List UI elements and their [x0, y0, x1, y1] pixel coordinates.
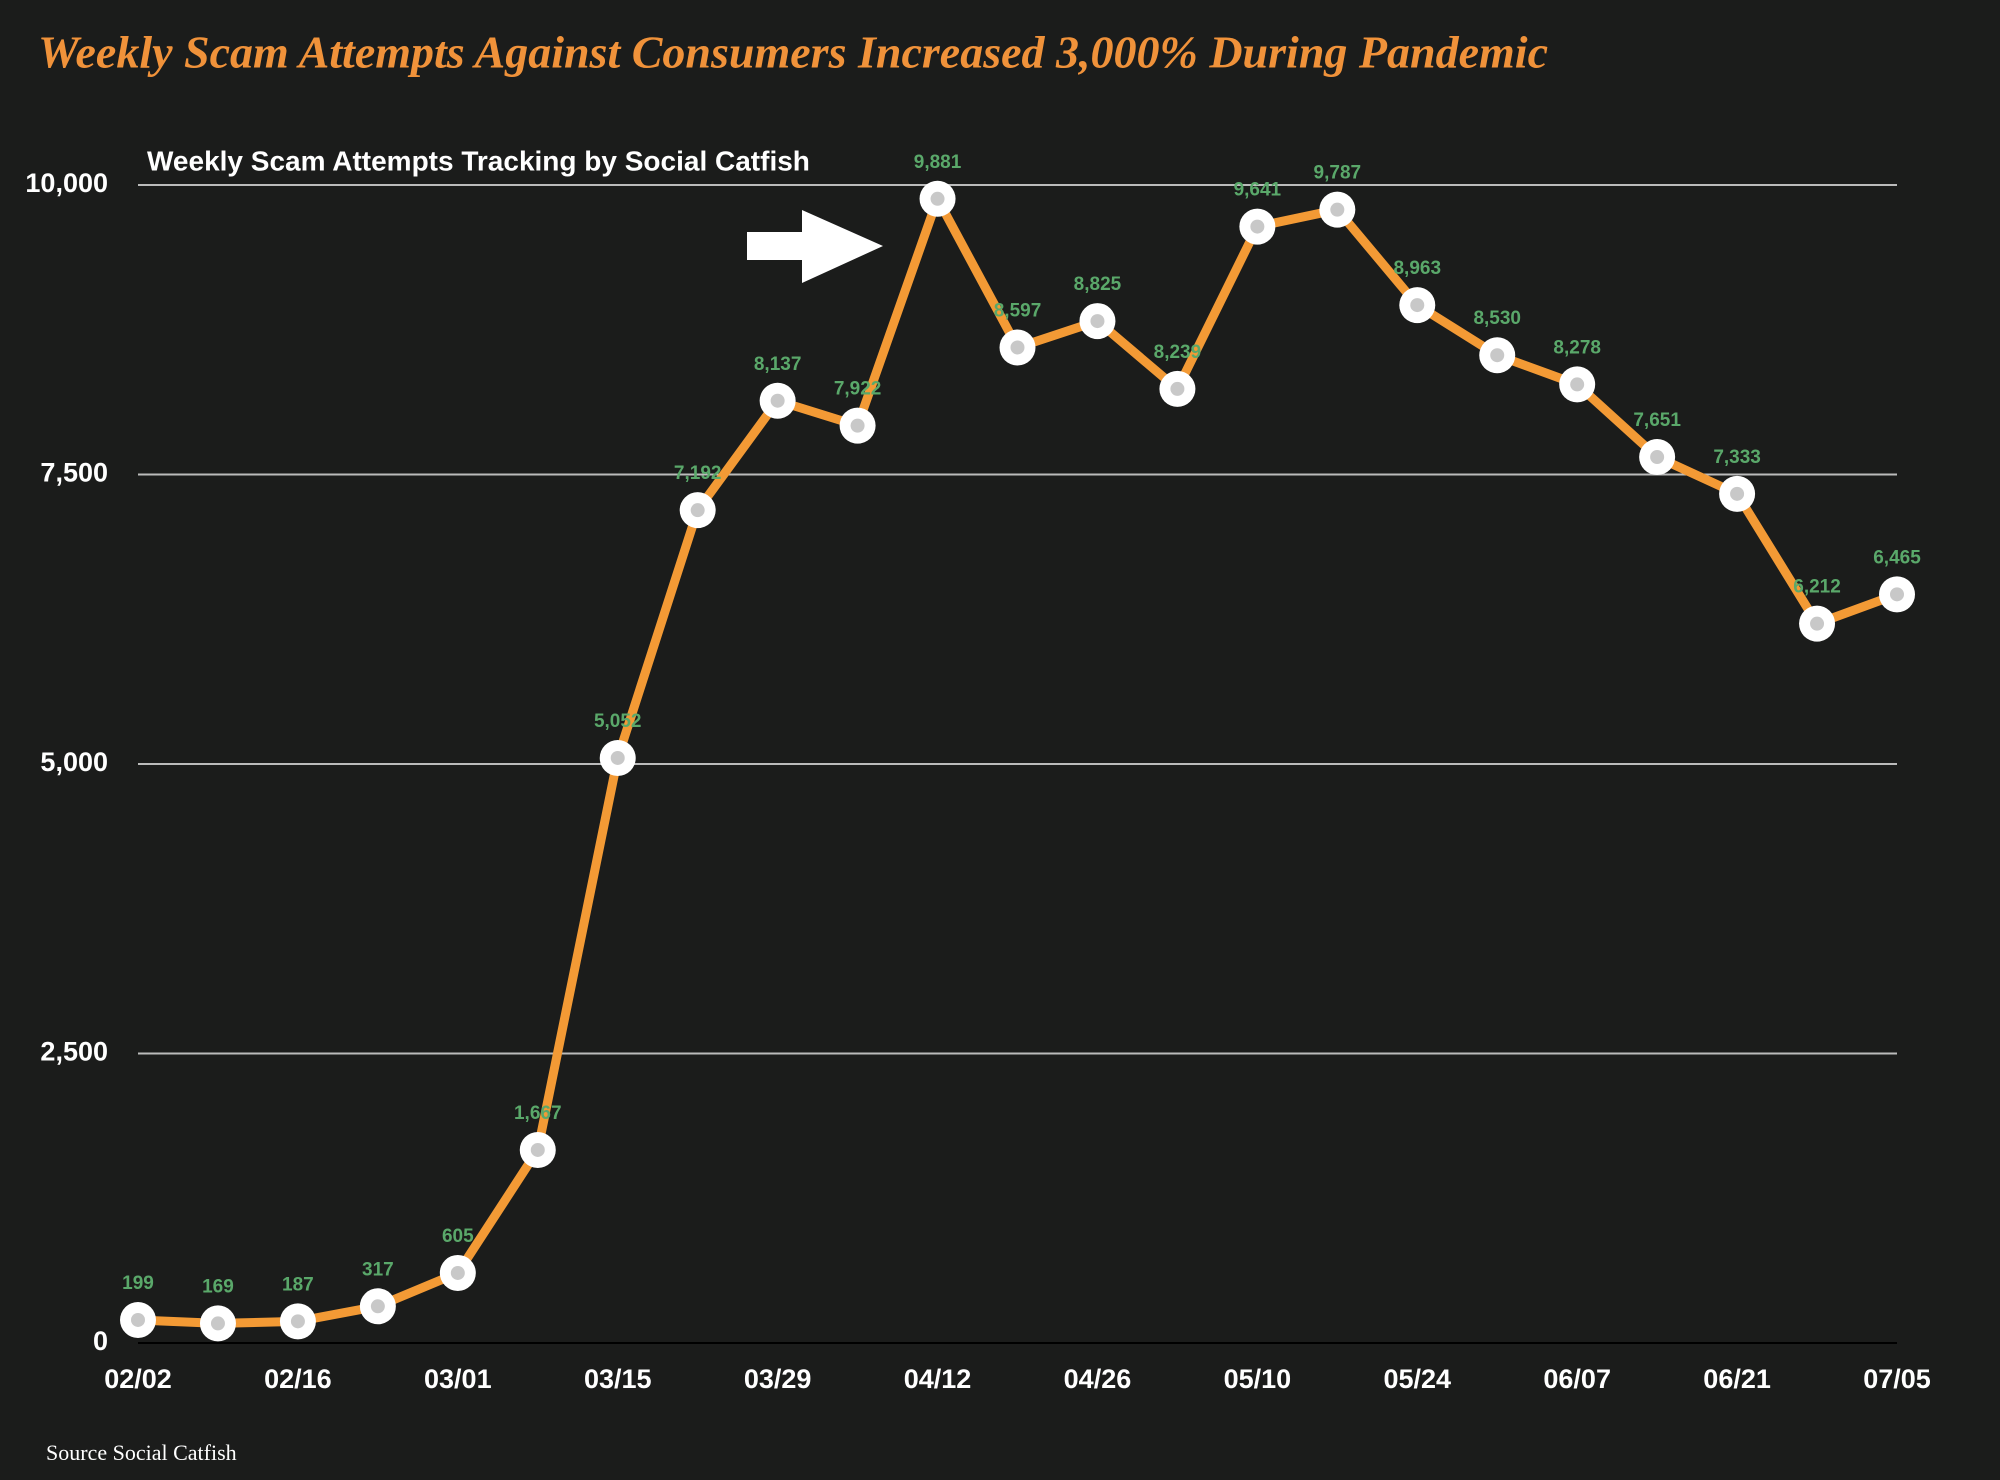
x-tick-label: 02/16	[264, 1364, 332, 1394]
marker-center	[1330, 202, 1345, 217]
marker-center	[1810, 616, 1825, 631]
marker-center	[1010, 340, 1025, 355]
chart-title: Weekly Scam Attempts Against Consumers I…	[38, 27, 1548, 78]
marker-center	[1890, 587, 1904, 602]
y-tick-label: 2,500	[40, 1037, 108, 1067]
data-label: 7,922	[834, 379, 882, 400]
x-tick-label: 05/24	[1383, 1364, 1451, 1394]
data-label: 5,052	[594, 711, 642, 732]
marker-center	[210, 1316, 225, 1331]
data-label: 8,597	[994, 300, 1042, 321]
y-tick-label: 5,000	[40, 747, 108, 777]
marker-center	[1570, 377, 1585, 392]
marker-center	[690, 503, 705, 518]
marker-center	[450, 1265, 465, 1280]
marker-center	[1490, 348, 1505, 363]
x-tick-label: 06/21	[1703, 1364, 1771, 1394]
marker-center	[290, 1314, 305, 1329]
data-label: 9,641	[1234, 180, 1282, 201]
marker-center	[1250, 219, 1265, 234]
x-tick-label: 04/26	[1064, 1364, 1132, 1394]
arrow	[747, 210, 883, 283]
x-tick-label: 04/12	[904, 1364, 972, 1394]
x-tick-label: 06/07	[1543, 1364, 1611, 1394]
y-tick-label: 10,000	[25, 168, 108, 198]
x-tick-label: 03/01	[424, 1364, 492, 1394]
x-tick-label: 05/10	[1224, 1364, 1292, 1394]
data-label: 7,651	[1633, 410, 1681, 431]
data-label: 1,667	[514, 1103, 562, 1124]
data-label: 6,212	[1793, 577, 1841, 598]
x-tick-label: 03/29	[744, 1364, 812, 1394]
data-label: 8,278	[1553, 337, 1601, 358]
data-label: 169	[202, 1276, 234, 1297]
data-label: 8,239	[1154, 342, 1202, 363]
marker-center	[1410, 298, 1425, 313]
data-label: 8,825	[1074, 274, 1122, 295]
data-label: 7,192	[674, 463, 722, 484]
data-label: 8,530	[1473, 308, 1521, 329]
data-label: 6,465	[1873, 547, 1921, 568]
y-tick-label: 0	[93, 1326, 108, 1356]
marker-center	[370, 1299, 385, 1314]
data-label: 7,333	[1713, 447, 1761, 468]
x-tick-label: 02/02	[104, 1364, 172, 1394]
source-note: Source Social Catfish	[46, 1440, 237, 1465]
marker-center	[770, 393, 785, 408]
marker-center	[1090, 314, 1105, 329]
marker-center	[930, 191, 945, 206]
data-label: 199	[122, 1273, 154, 1294]
marker-center	[131, 1312, 145, 1327]
x-tick-label: 07/05	[1863, 1364, 1931, 1394]
marker-center	[850, 418, 865, 433]
data-label: 317	[362, 1259, 394, 1280]
chart-subtitle: Weekly Scam Attempts Tracking by Social …	[147, 145, 810, 176]
marker-center	[1170, 381, 1185, 396]
data-label: 605	[442, 1226, 474, 1247]
marker-center	[610, 750, 625, 765]
data-label: 9,881	[914, 152, 962, 173]
data-label: 9,787	[1314, 163, 1362, 184]
marker-center	[1650, 450, 1665, 465]
data-label: 187	[282, 1274, 314, 1295]
x-tick-label: 03/15	[584, 1364, 652, 1394]
data-label: 8,963	[1393, 258, 1441, 279]
data-label: 8,137	[754, 354, 802, 375]
y-tick-label: 7,500	[40, 458, 108, 488]
marker-center	[1730, 486, 1745, 501]
marker-center	[530, 1142, 545, 1157]
